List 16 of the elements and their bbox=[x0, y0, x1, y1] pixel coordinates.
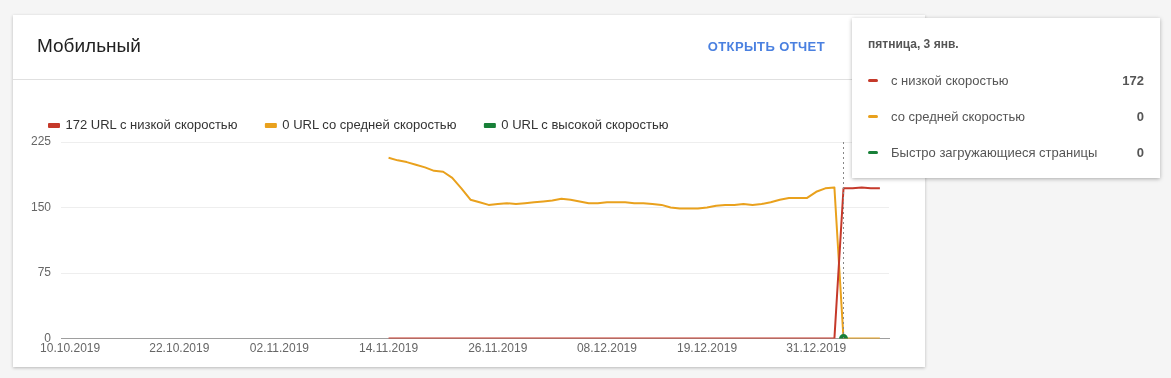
legend-label: 0 URL со средней скоростью bbox=[282, 117, 457, 133]
chart-title: Мобильный bbox=[37, 35, 141, 57]
y-tick-label: 150 bbox=[30, 199, 52, 214]
tooltip-panel: пятница, 3 янв. с низкой скоростью 172 со средней скоростью 0 Быстро загружающиеся страницы 0 bbox=[852, 18, 1160, 178]
x-tick-label: 14.11.2019 bbox=[358, 341, 419, 356]
x-tick-label: 26.11.2019 bbox=[468, 341, 528, 356]
x-tick-label: 22.10.2019 bbox=[149, 341, 210, 356]
x-tick-label: 31.12.2019 bbox=[786, 341, 847, 356]
legend-label: 0 URL с высокой скоростью bbox=[501, 117, 669, 133]
x-tick-label: 02.11.2019 bbox=[249, 341, 310, 356]
x-tick-label: 08.12.2019 bbox=[576, 341, 638, 356]
y-tick-label: 75 bbox=[37, 265, 52, 280]
legend-label: 172 URL с низкой скоростью bbox=[65, 117, 238, 133]
y-tick-label: 225 bbox=[30, 134, 52, 149]
text: ОТКРЫТЬ ОТЧЕТ bbox=[707, 39, 825, 54]
x-tick-label: 19.12.2019 bbox=[677, 341, 738, 356]
